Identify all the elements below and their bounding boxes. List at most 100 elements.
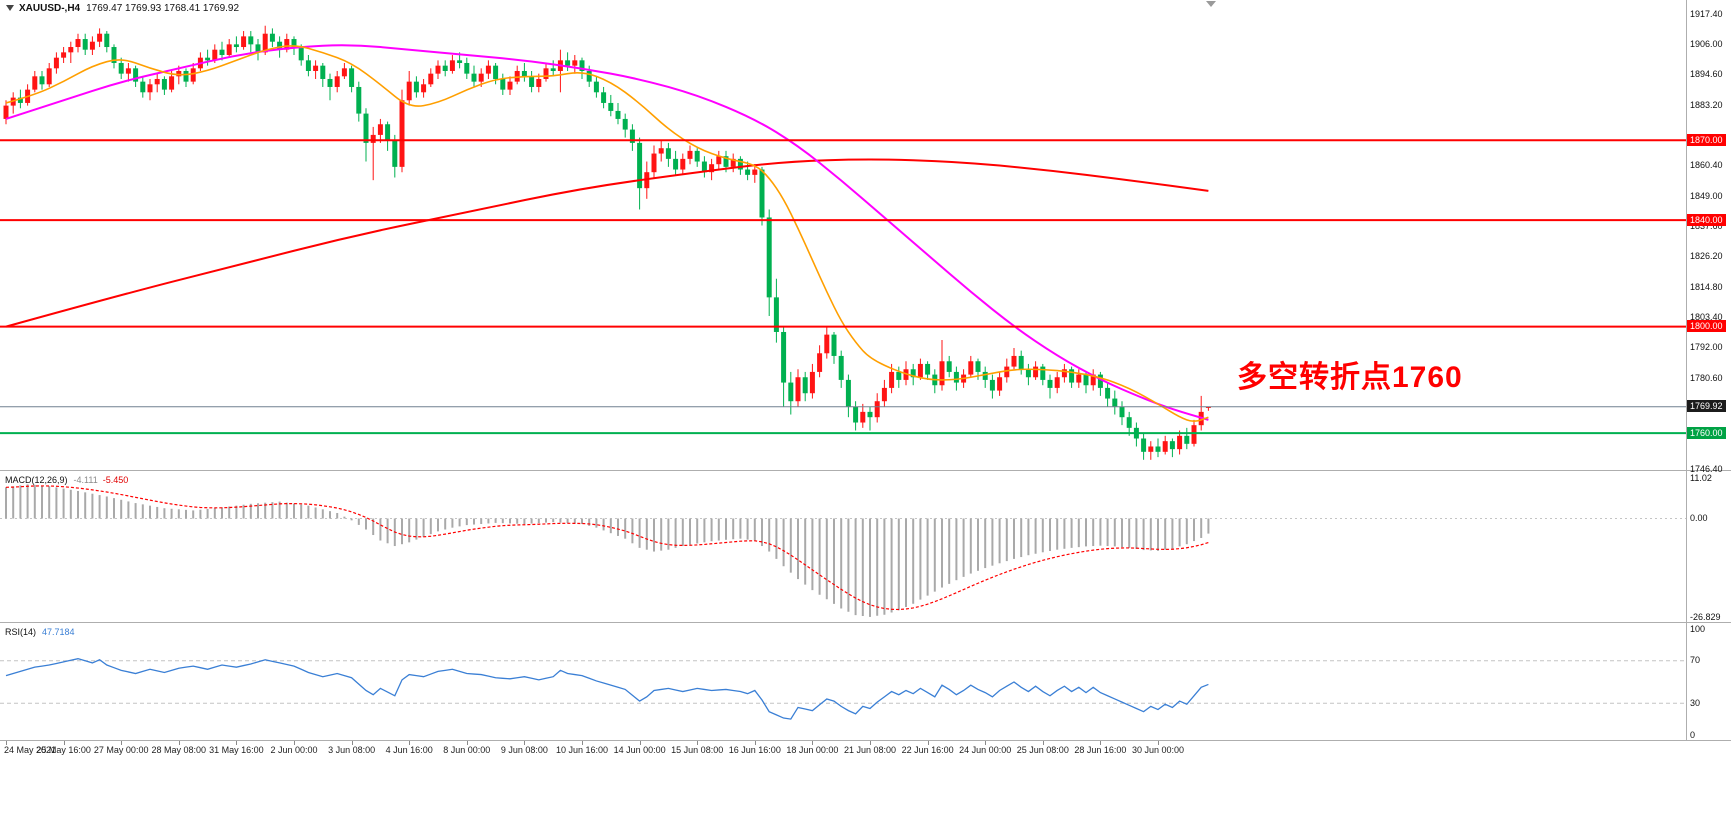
mid-ma-line[interactable] <box>5 44 1209 421</box>
price-axis-label: 1814.80 <box>1690 281 1723 292</box>
candle-body <box>989 379 995 391</box>
candle-body <box>745 169 751 175</box>
rsi-axis-label: 100 <box>1690 623 1706 634</box>
candle-body <box>183 70 189 82</box>
price-axis-label: 1826.20 <box>1690 251 1723 262</box>
time-axis-label: 3 Jun 08:00 <box>328 745 376 755</box>
candle-body <box>1004 366 1010 378</box>
candle-body <box>536 78 542 87</box>
candle-body <box>226 44 232 56</box>
rsi-axis-label: 30 <box>1690 697 1701 708</box>
price-axis-badge: 1760.00 <box>1687 426 1726 439</box>
candle-body <box>190 68 196 82</box>
candle-body <box>881 387 887 402</box>
candle-body <box>205 57 211 61</box>
candle-body <box>680 158 686 170</box>
time-axis-label: 24 Jun 00:00 <box>959 745 1012 755</box>
candle-body <box>377 124 383 135</box>
price-axis-label: 1849.00 <box>1690 190 1723 201</box>
time-axis-tick <box>466 741 468 745</box>
candle-body <box>665 148 671 159</box>
macd-signal-value: -5.450 <box>102 475 129 485</box>
candle-body <box>1097 374 1103 388</box>
candle-body <box>637 142 643 189</box>
candle-body <box>133 68 139 82</box>
candle-body <box>406 81 412 101</box>
candle-body <box>169 76 175 90</box>
candle-body <box>766 217 772 298</box>
chart-shift-icon[interactable] <box>1206 1 1216 7</box>
bull-bear-pivot-annotation[interactable]: 多空转折点1760 <box>1237 361 1463 394</box>
candle-body <box>896 371 902 380</box>
macd-pane[interactable] <box>0 471 1731 623</box>
candle-body <box>1047 379 1053 388</box>
time-axis-tick <box>812 741 814 745</box>
candle-body <box>442 65 448 71</box>
price-axis-label: 1883.20 <box>1690 99 1723 110</box>
candle-body <box>752 169 758 175</box>
slow-ma-line[interactable] <box>5 158 1209 328</box>
candle-body <box>32 76 38 90</box>
macd-name-label: MACD(12,26,9) <box>5 475 68 485</box>
candle-body <box>874 401 880 418</box>
candle-body <box>1105 387 1111 399</box>
candle-body <box>89 41 95 50</box>
main-price-pane[interactable] <box>0 0 1731 471</box>
candle-body <box>363 113 369 143</box>
rsi-pane[interactable] <box>0 623 1731 741</box>
price-axis-badge: 1840.00 <box>1687 213 1726 226</box>
pane-separator-main-macd[interactable] <box>0 470 1731 471</box>
candle-body <box>449 60 455 71</box>
candle-body <box>478 73 484 82</box>
candle-body <box>334 76 340 87</box>
candle-body <box>658 148 664 154</box>
candle-body <box>795 377 801 402</box>
time-axis-label: 16 Jun 16:00 <box>728 745 781 755</box>
price-axis-label: 1837.60 <box>1690 221 1723 232</box>
macd-signal-line <box>5 485 1209 611</box>
candle-body <box>1148 446 1154 452</box>
candle-body <box>485 65 491 74</box>
rsi-line <box>5 658 1209 720</box>
price-axis-label: 1746.40 <box>1690 463 1723 474</box>
candle-body <box>925 363 931 375</box>
candle-body <box>1205 406 1211 408</box>
time-axis-label: 14 Jun 00:00 <box>613 745 666 755</box>
time-axis-label: 25 Jun 08:00 <box>1016 745 1069 755</box>
pane-separator-rsi-time <box>0 740 1731 741</box>
candle-body <box>1177 435 1183 450</box>
candle-body <box>1141 438 1147 452</box>
candle-body <box>147 84 153 93</box>
candle-body <box>781 331 787 383</box>
time-axis-tick <box>582 741 583 745</box>
time-axis-tick <box>63 741 65 745</box>
candle-body <box>1025 369 1031 378</box>
fast-ma-line[interactable] <box>5 45 1209 422</box>
candle-body <box>845 379 851 407</box>
candle-body <box>701 161 707 173</box>
candle-body <box>529 76 535 87</box>
candle-body <box>910 369 916 378</box>
candle-body <box>53 57 59 69</box>
candle-body <box>773 297 779 332</box>
candle-body <box>723 156 729 167</box>
time-axis-tick <box>870 741 871 745</box>
candle-body <box>997 377 1003 391</box>
candle-body <box>968 361 974 375</box>
candle-body <box>140 81 146 93</box>
candle-body <box>1112 398 1118 407</box>
candle-body <box>241 36 247 48</box>
time-axis-label: 18 Jun 00:00 <box>786 745 839 755</box>
candle-body <box>946 361 952 372</box>
ohlc-values-label: 1769.47 1769.93 1768.41 1769.92 <box>86 3 240 14</box>
candle-body <box>831 334 837 356</box>
rsi-axis-label: 70 <box>1690 655 1701 666</box>
candle-body <box>716 156 722 165</box>
time-axis-label: 8 Jun 00:00 <box>443 745 491 755</box>
pane-separator-macd-rsi[interactable] <box>0 622 1731 623</box>
candle-body <box>788 382 794 402</box>
price-axis-border <box>1686 0 1687 741</box>
rsi-indicator-label: RSI(14) 47.7184 <box>5 627 75 637</box>
candle-body <box>838 355 844 380</box>
